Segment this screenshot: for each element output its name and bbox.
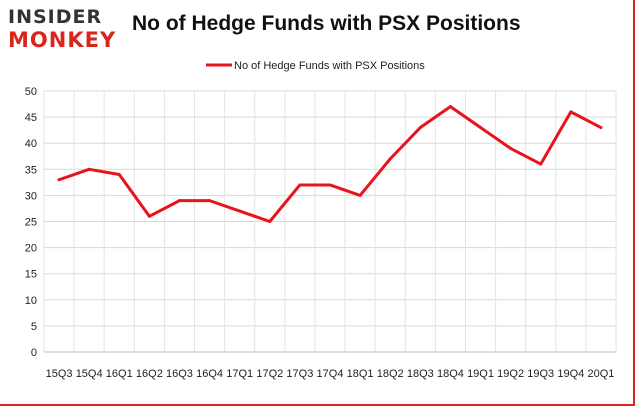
y-tick-label: 25 bbox=[25, 217, 37, 229]
x-tick-label: 19Q2 bbox=[497, 368, 524, 380]
data-point bbox=[509, 146, 513, 150]
y-tick-label: 15 bbox=[25, 269, 37, 281]
legend-label: No of Hedge Funds with PSX Positions bbox=[234, 60, 425, 72]
x-tick-label: 18Q4 bbox=[437, 368, 464, 380]
x-tick-label: 18Q2 bbox=[377, 368, 404, 380]
x-tick-label: 18Q1 bbox=[347, 368, 374, 380]
data-point bbox=[358, 193, 362, 197]
x-tick-label: 19Q1 bbox=[467, 368, 494, 380]
data-point bbox=[418, 126, 422, 130]
y-tick-label: 40 bbox=[25, 138, 37, 150]
data-point bbox=[569, 110, 573, 114]
data-point bbox=[479, 126, 483, 130]
x-tick-label: 16Q1 bbox=[106, 368, 133, 380]
data-point bbox=[238, 209, 242, 213]
data-point bbox=[147, 214, 151, 218]
legend: No of Hedge Funds with PSX Positions bbox=[206, 60, 425, 72]
x-tick-label: 17Q4 bbox=[317, 368, 344, 380]
data-point bbox=[328, 183, 332, 187]
data-point bbox=[117, 173, 121, 177]
x-tick-label: 20Q1 bbox=[587, 368, 614, 380]
y-tick-label: 5 bbox=[31, 321, 37, 333]
logo-line-1: INSIDER bbox=[8, 6, 103, 28]
y-tick-label: 20 bbox=[25, 243, 37, 255]
x-tick-label: 17Q2 bbox=[256, 368, 283, 380]
x-tick-label: 15Q3 bbox=[46, 368, 73, 380]
x-tick-label: 15Q4 bbox=[76, 368, 103, 380]
x-tick-label: 17Q3 bbox=[286, 368, 313, 380]
x-axis-ticks: 15Q3 15Q4 16Q1 16Q2 16Q3 16Q4 17Q1 17Q2 17Q3 17Q4… bbox=[46, 368, 615, 380]
y-tick-label: 10 bbox=[25, 295, 37, 307]
y-tick-label: 0 bbox=[31, 347, 37, 359]
insider-monkey-logo: INSIDER MONKEY bbox=[8, 6, 118, 54]
data-point bbox=[177, 199, 181, 203]
y-tick-label: 50 bbox=[25, 86, 37, 98]
x-tick-label: 16Q3 bbox=[166, 368, 193, 380]
data-point bbox=[268, 220, 272, 223]
data-point bbox=[57, 178, 61, 182]
y-tick-label: 30 bbox=[25, 190, 37, 202]
y-axis-ticks: 0 5 10 15 20 25 30 35 40 45 50 bbox=[25, 86, 37, 359]
data-point bbox=[539, 162, 543, 166]
data-point bbox=[448, 105, 452, 109]
logo-line-2: MONKEY bbox=[8, 28, 117, 52]
data-point bbox=[599, 126, 603, 130]
y-tick-label: 35 bbox=[25, 164, 37, 176]
x-tick-label: 16Q4 bbox=[196, 368, 223, 380]
x-tick-label: 17Q1 bbox=[226, 368, 253, 380]
chart-title: No of Hedge Funds with PSX Positions bbox=[132, 12, 521, 35]
data-point bbox=[208, 199, 212, 203]
gridlines bbox=[43, 90, 617, 353]
x-tick-label: 19Q4 bbox=[557, 368, 584, 380]
data-point bbox=[388, 157, 392, 161]
series-layer bbox=[57, 105, 603, 223]
x-tick-label: 16Q2 bbox=[136, 368, 163, 380]
series-line bbox=[57, 105, 603, 223]
x-tick-label: 18Q3 bbox=[407, 368, 434, 380]
x-tick-label: 19Q3 bbox=[527, 368, 554, 380]
data-point bbox=[298, 183, 302, 187]
y-tick-label: 45 bbox=[25, 112, 37, 124]
data-point bbox=[87, 167, 91, 171]
